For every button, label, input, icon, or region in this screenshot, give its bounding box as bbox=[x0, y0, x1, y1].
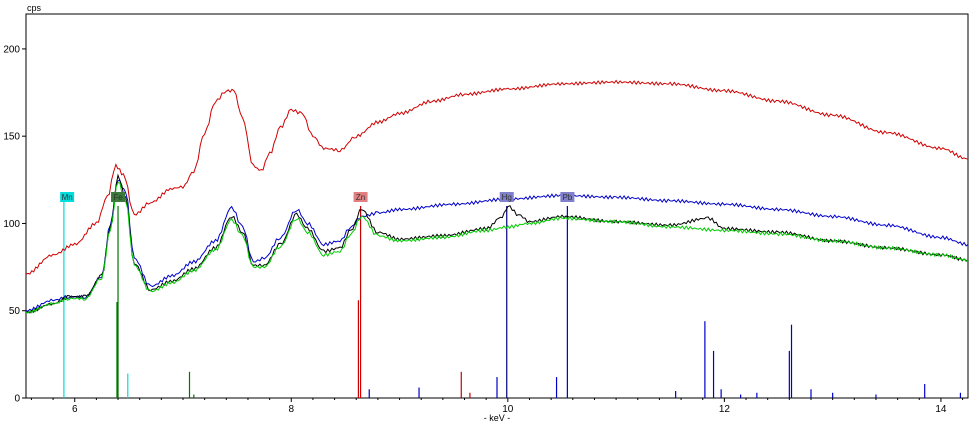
y-axis: cps 0 50 100 150 200 bbox=[3, 3, 41, 405]
element-label-box bbox=[560, 192, 575, 202]
plot-frame bbox=[25, 13, 969, 399]
label-layer: Mn Fe Zn Hg Pb bbox=[60, 192, 575, 202]
element-label-box bbox=[353, 192, 368, 202]
y-tick-label: 0 bbox=[14, 394, 20, 405]
y-tick-label: 200 bbox=[3, 44, 20, 55]
x-axis: - keV - 6 8 10 12 14 bbox=[30, 398, 964, 423]
x-axis-title: - keV - bbox=[484, 413, 511, 423]
element-label-fe: Fe bbox=[113, 193, 123, 202]
x-tick-label: 10 bbox=[502, 404, 514, 415]
y-axis-title: cps bbox=[27, 3, 42, 13]
x-tick-label: 8 bbox=[288, 404, 294, 415]
element-label-hg: Hg bbox=[502, 193, 512, 202]
plot-area: Mn Fe Zn Hg Pb bbox=[25, 13, 969, 399]
y-tick-label: 100 bbox=[3, 219, 20, 230]
series-line-green bbox=[25, 182, 969, 314]
y-tick-label: 150 bbox=[3, 132, 20, 143]
series-line-red bbox=[25, 79, 969, 275]
element-label-pb: Pb bbox=[562, 193, 572, 202]
element-label-box bbox=[60, 192, 75, 202]
x-tick-label: 6 bbox=[72, 404, 78, 415]
element-label-zn: Zn bbox=[356, 193, 365, 202]
element-label-box bbox=[499, 192, 514, 202]
x-tick-label: 14 bbox=[935, 404, 947, 415]
marker-layer bbox=[63, 197, 962, 398]
y-tick-label: 50 bbox=[9, 306, 21, 317]
element-label-mn: Mn bbox=[62, 193, 73, 202]
x-tick-label: 12 bbox=[719, 404, 731, 415]
element-label-box bbox=[111, 192, 126, 202]
